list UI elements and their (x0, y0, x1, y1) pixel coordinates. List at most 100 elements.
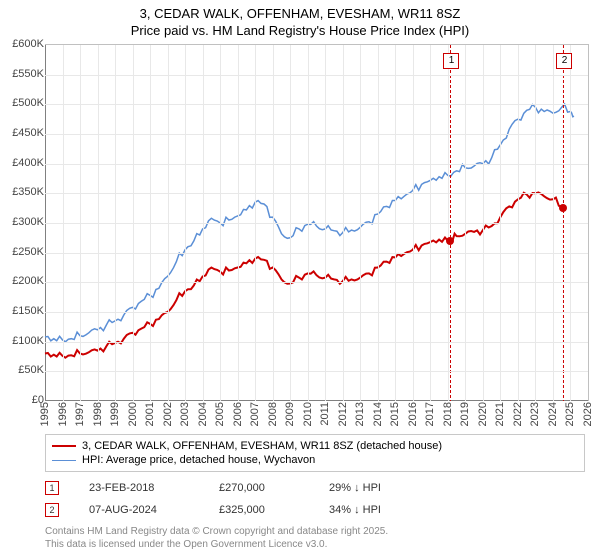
gridline-h (45, 134, 588, 135)
legend-row: 3, CEDAR WALK, OFFENHAM, EVESHAM, WR11 8… (52, 439, 578, 453)
gridline-v (413, 45, 414, 401)
chart-plot-area: 12 (45, 44, 589, 401)
y-tick-label: £0 (4, 394, 44, 406)
sales-marker-icon: 1 (45, 481, 59, 495)
x-tick-label: 2020 (477, 402, 489, 426)
x-tick-label: 2015 (389, 402, 401, 426)
gridline-h (45, 282, 588, 283)
legend-label: 3, CEDAR WALK, OFFENHAM, EVESHAM, WR11 8… (82, 440, 442, 452)
x-tick-label: 1996 (57, 402, 69, 426)
x-tick-label: 2010 (302, 402, 314, 426)
gridline-v (500, 45, 501, 401)
sales-table: 123-FEB-2018£270,00029% ↓ HPI 2 07-AUG-202… (45, 477, 449, 521)
gridline-v (150, 45, 151, 401)
y-tick-label: £350K (4, 186, 44, 198)
legend-label: HPI: Average price, detached house, Wych… (82, 454, 315, 466)
sales-marker-icon: 2 (45, 503, 59, 517)
gridline-v (483, 45, 484, 401)
x-tick-label: 2023 (529, 402, 541, 426)
y-tick-label: £500K (4, 97, 44, 109)
sales-date: 07-AUG-2024 (89, 504, 219, 516)
x-tick-label: 2014 (372, 402, 384, 426)
gridline-v (185, 45, 186, 401)
gridline-v (570, 45, 571, 401)
y-tick-label: £400K (4, 157, 44, 169)
y-tick-label: £200K (4, 275, 44, 287)
gridline-v (308, 45, 309, 401)
x-tick-label: 2012 (337, 402, 349, 426)
x-tick-label: 1997 (74, 402, 86, 426)
gridline-v (238, 45, 239, 401)
x-tick-label: 2000 (127, 402, 139, 426)
gridline-v (448, 45, 449, 401)
gridline-h (45, 164, 588, 165)
sales-price: £325,000 (219, 504, 329, 516)
x-tick-label: 2017 (424, 402, 436, 426)
gridline-v (325, 45, 326, 401)
gridline-v (168, 45, 169, 401)
y-tick-label: £150K (4, 305, 44, 317)
gridline-v (430, 45, 431, 401)
y-tick-label: £50K (4, 364, 44, 376)
legend: 3, CEDAR WALK, OFFENHAM, EVESHAM, WR11 8… (45, 434, 585, 472)
x-tick-label: 1998 (92, 402, 104, 426)
gridline-h (45, 75, 588, 76)
y-tick-label: £100K (4, 335, 44, 347)
gridline-h (45, 253, 588, 254)
x-tick-label: 2021 (494, 402, 506, 426)
x-tick-label: 2026 (582, 402, 594, 426)
x-tick-label: 2025 (564, 402, 576, 426)
gridline-v (80, 45, 81, 401)
series-price_paid (45, 193, 564, 358)
gridline-h (45, 371, 588, 372)
title-line-1: 3, CEDAR WALK, OFFENHAM, EVESHAM, WR11 8… (0, 6, 600, 23)
x-tick-label: 2019 (459, 402, 471, 426)
gridline-v (63, 45, 64, 401)
x-tick-label: 2011 (319, 402, 331, 426)
x-tick-label: 1995 (39, 402, 51, 426)
title-line-2: Price paid vs. HM Land Registry's House … (0, 23, 600, 40)
x-tick-label: 2009 (284, 402, 296, 426)
gridline-h (45, 193, 588, 194)
footer-line-1: Contains HM Land Registry data © Crown c… (45, 525, 388, 538)
sale-marker-box: 1 (443, 53, 459, 69)
gridline-v (395, 45, 396, 401)
x-tick-label: 2018 (442, 402, 454, 426)
x-tick-label: 2003 (179, 402, 191, 426)
x-tick-label: 2007 (249, 402, 261, 426)
gridline-h (45, 223, 588, 224)
footer-line-2: This data is licensed under the Open Gov… (45, 538, 388, 551)
chart-container: 3, CEDAR WALK, OFFENHAM, EVESHAM, WR11 8… (0, 0, 600, 560)
footer: Contains HM Land Registry data © Crown c… (45, 525, 388, 551)
gridline-v (273, 45, 274, 401)
x-tick-label: 2005 (214, 402, 226, 426)
gridline-v (115, 45, 116, 401)
y-tick-label: £450K (4, 127, 44, 139)
x-tick-label: 2013 (354, 402, 366, 426)
gridline-v (465, 45, 466, 401)
sale-point (559, 204, 567, 212)
sales-pct: 29% ↓ HPI (329, 482, 449, 494)
x-tick-label: 2008 (267, 402, 279, 426)
gridline-v (220, 45, 221, 401)
x-tick-label: 2006 (232, 402, 244, 426)
sales-price: £270,000 (219, 482, 329, 494)
gridline-v (553, 45, 554, 401)
x-tick-label: 2002 (162, 402, 174, 426)
gridline-v (360, 45, 361, 401)
sale-marker-box: 2 (556, 53, 572, 69)
gridline-v (133, 45, 134, 401)
x-tick-label: 1999 (109, 402, 121, 426)
gridline-v (255, 45, 256, 401)
gridline-h (45, 104, 588, 105)
y-tick-label: £300K (4, 216, 44, 228)
sales-pct: 34% ↓ HPI (329, 504, 449, 516)
sales-row: 123-FEB-2018£270,00029% ↓ HPI (45, 477, 449, 499)
legend-swatch (52, 460, 76, 461)
x-tick-label: 2022 (512, 402, 524, 426)
gridline-v (98, 45, 99, 401)
sales-row: 2 07-AUG-2024£325,00034% ↓ HPI (45, 499, 449, 521)
x-tick-label: 2016 (407, 402, 419, 426)
gridline-v (378, 45, 379, 401)
gridline-v (290, 45, 291, 401)
